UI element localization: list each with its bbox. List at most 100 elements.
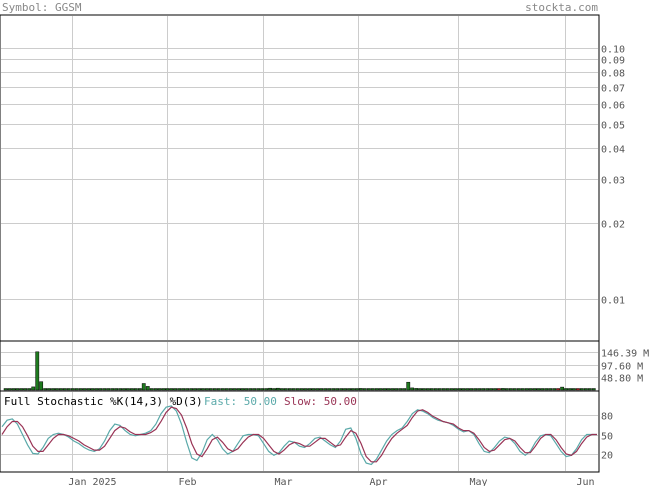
volume-bar: [244, 388, 249, 391]
price-panel: [0, 14, 600, 342]
price-tick-label: 0.03: [601, 176, 625, 187]
date-axis: Jan 2025 Feb Mar Apr May Jun: [68, 477, 594, 486]
volume-bar: [576, 388, 580, 391]
volume-bar: [568, 388, 572, 391]
fast-k-line: [1, 405, 597, 466]
volume-bar: [362, 388, 367, 391]
volume-bar: [295, 388, 300, 391]
volume-bar: [264, 388, 269, 391]
volume-bars: [3, 351, 596, 391]
volume-bar: [406, 381, 411, 391]
volume-bar: [323, 388, 328, 391]
volume-bar: [548, 388, 553, 391]
volume-bar: [390, 388, 395, 391]
volume-bar: [351, 388, 355, 391]
volume-bar: [169, 388, 174, 391]
site-label: stockta.com: [525, 1, 598, 14]
volume-bar: [130, 388, 134, 391]
volume-bar: [327, 388, 332, 391]
volume-bar: [126, 388, 130, 391]
volume-bar: [118, 388, 123, 391]
volume-bar: [232, 388, 237, 391]
volume-bar: [55, 388, 59, 391]
volume-bar: [43, 388, 48, 391]
volume-bar: [94, 388, 99, 391]
volume-bar: [307, 388, 312, 391]
price-grid: [1, 16, 598, 340]
volume-bar: [402, 388, 407, 391]
volume-bar: [504, 388, 509, 391]
volume-bar: [394, 388, 399, 391]
volume-bar: [86, 388, 91, 391]
volume-bar: [556, 388, 561, 391]
volume-bar: [449, 388, 454, 391]
volume-bar: [173, 388, 178, 391]
stochastic-tick-label: 80: [601, 412, 613, 423]
volume-bar: [516, 388, 521, 391]
symbol-label: Symbol: GGSM: [2, 1, 82, 14]
volume-bar: [90, 388, 95, 391]
volume-bar: [51, 388, 55, 391]
stochastic-tick-label: 50: [601, 432, 613, 443]
volume-bar: [457, 388, 462, 391]
stochastic-lines: [1, 405, 597, 466]
volume-bar: [315, 388, 320, 391]
volume-bar: [62, 388, 67, 391]
date-tick-label: Jan 2025: [68, 477, 116, 486]
volume-bar: [520, 388, 525, 391]
volume-bar: [299, 388, 304, 391]
volume-bar: [552, 388, 557, 391]
volume-bar: [189, 388, 194, 391]
volume-bar: [429, 388, 434, 391]
volume-bar: [224, 388, 229, 391]
volume-bar: [276, 387, 280, 391]
volume-bar: [205, 388, 209, 391]
volume-bar: [114, 388, 119, 391]
volume-bar: [370, 388, 375, 391]
volume-grid: [1, 342, 598, 390]
volume-bar: [485, 388, 490, 391]
volume-bar: [493, 388, 497, 391]
volume-bar: [382, 388, 387, 391]
stochastic-panel: [0, 390, 600, 473]
fast-legend: Fast: 50.00: [204, 395, 277, 408]
volume-bar: [497, 388, 501, 391]
volume-bar: [453, 388, 458, 391]
volume-axis: 146.39 M 97.60 M48.80 M: [601, 349, 649, 385]
volume-bar: [82, 388, 87, 391]
volume-bar: [319, 388, 324, 391]
volume-bar: [283, 388, 288, 391]
volume-bar: [303, 388, 308, 391]
volume-bar: [149, 388, 154, 391]
slow-d-line: [1, 406, 597, 463]
volume-bar: [177, 388, 182, 391]
volume-bar: [248, 388, 253, 391]
volume-bar: [70, 388, 75, 391]
volume-bar: [78, 388, 83, 391]
volume-bar: [208, 388, 213, 391]
stochastic-axis: 80 50 20: [601, 412, 613, 462]
volume-bar: [583, 388, 588, 391]
price-tick-label: 0.01: [601, 296, 625, 307]
volume-bar: [441, 388, 446, 391]
volume-bar: [331, 388, 336, 391]
volume-bar: [23, 388, 28, 391]
volume-bar: [524, 388, 529, 391]
volume-bar: [66, 388, 71, 391]
price-tick-label: 0.10: [601, 45, 625, 56]
volume-bar: [268, 387, 272, 391]
volume-bar: [201, 388, 205, 391]
volume-tick-label: 97.60 M: [601, 362, 643, 373]
volume-bar: [532, 388, 537, 391]
date-tick-label: May: [469, 477, 487, 486]
volume-bar: [47, 388, 51, 391]
volume-bar: [106, 388, 111, 391]
date-tick-label: Mar: [274, 477, 292, 486]
volume-bar: [74, 388, 79, 391]
volume-bar: [212, 388, 217, 391]
volume-bar: [355, 388, 359, 391]
stochastic-grid: [1, 392, 598, 471]
volume-bar: [153, 388, 158, 391]
volume-bar: [122, 388, 126, 391]
volume-bar: [3, 388, 8, 391]
